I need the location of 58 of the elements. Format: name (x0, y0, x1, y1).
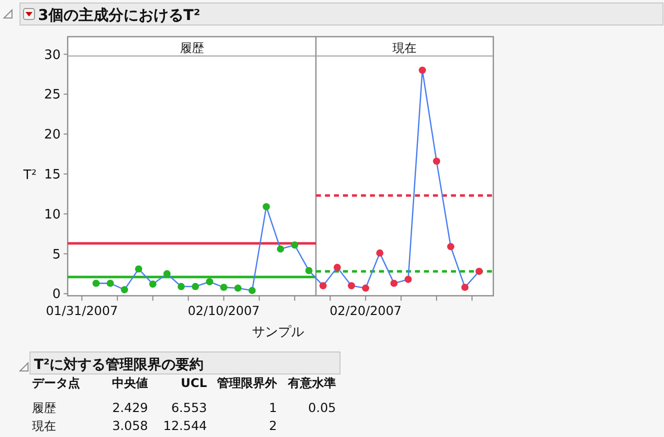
point (106, 280, 114, 287)
category-label: 管理限界外 (216, 376, 278, 390)
category-label: 有意水準 (287, 376, 336, 390)
y-tick-label: 30 (44, 48, 61, 63)
text: 0.05 (308, 400, 336, 415)
point (248, 286, 256, 294)
category-label: 現在 (32, 419, 56, 433)
point (135, 265, 142, 273)
y-tick-label: 5 (52, 247, 61, 262)
point (305, 266, 312, 274)
point (390, 280, 398, 287)
point (376, 249, 384, 257)
text: 2 (269, 418, 277, 433)
point (291, 241, 298, 249)
point (149, 280, 156, 288)
point (432, 158, 440, 165)
point (163, 270, 171, 278)
text: 12.544 (163, 418, 207, 433)
text: 6.553 (171, 400, 207, 415)
point (220, 284, 228, 291)
point (348, 282, 356, 290)
text: 2.429 (112, 400, 148, 415)
point (319, 282, 327, 290)
y-tick-label: 15 (44, 167, 61, 182)
band-label: 履歴 (180, 41, 204, 55)
point (92, 280, 100, 287)
x-tick-label: 02/10/2007 (188, 303, 260, 318)
point (404, 276, 412, 283)
band-label: 現在 (392, 41, 417, 55)
category-label: 履歴 (32, 401, 56, 415)
point (120, 286, 128, 294)
point (234, 284, 242, 292)
x-tick-label: 01/31/2007 (46, 303, 118, 318)
text: T²に対する管理限界の要約 (34, 356, 204, 373)
text: 3.058 (112, 418, 148, 433)
y-axis-title: T² (22, 168, 37, 183)
point (334, 264, 341, 271)
point (276, 245, 284, 253)
category-label: 中央値 (112, 376, 148, 390)
point (418, 66, 426, 74)
x-tick-label: 02/20/2007 (330, 303, 402, 318)
point (262, 203, 270, 210)
point (178, 282, 185, 290)
category-label: データ点 (32, 376, 80, 390)
point (362, 284, 370, 292)
y-tick-label: 10 (44, 207, 61, 222)
point (461, 284, 469, 291)
x-axis-title: サンプル (252, 325, 304, 340)
category-label: UCL (180, 376, 208, 390)
point (476, 268, 483, 275)
point (447, 243, 454, 250)
y-tick-label: 0 (52, 287, 61, 302)
y-tick-label: 25 (44, 88, 61, 103)
chart-title: 3個の主成分におけるT² (38, 6, 200, 24)
point (192, 282, 199, 290)
point (206, 278, 214, 286)
text: 1 (269, 400, 277, 415)
y-tick-label: 20 (44, 128, 61, 143)
